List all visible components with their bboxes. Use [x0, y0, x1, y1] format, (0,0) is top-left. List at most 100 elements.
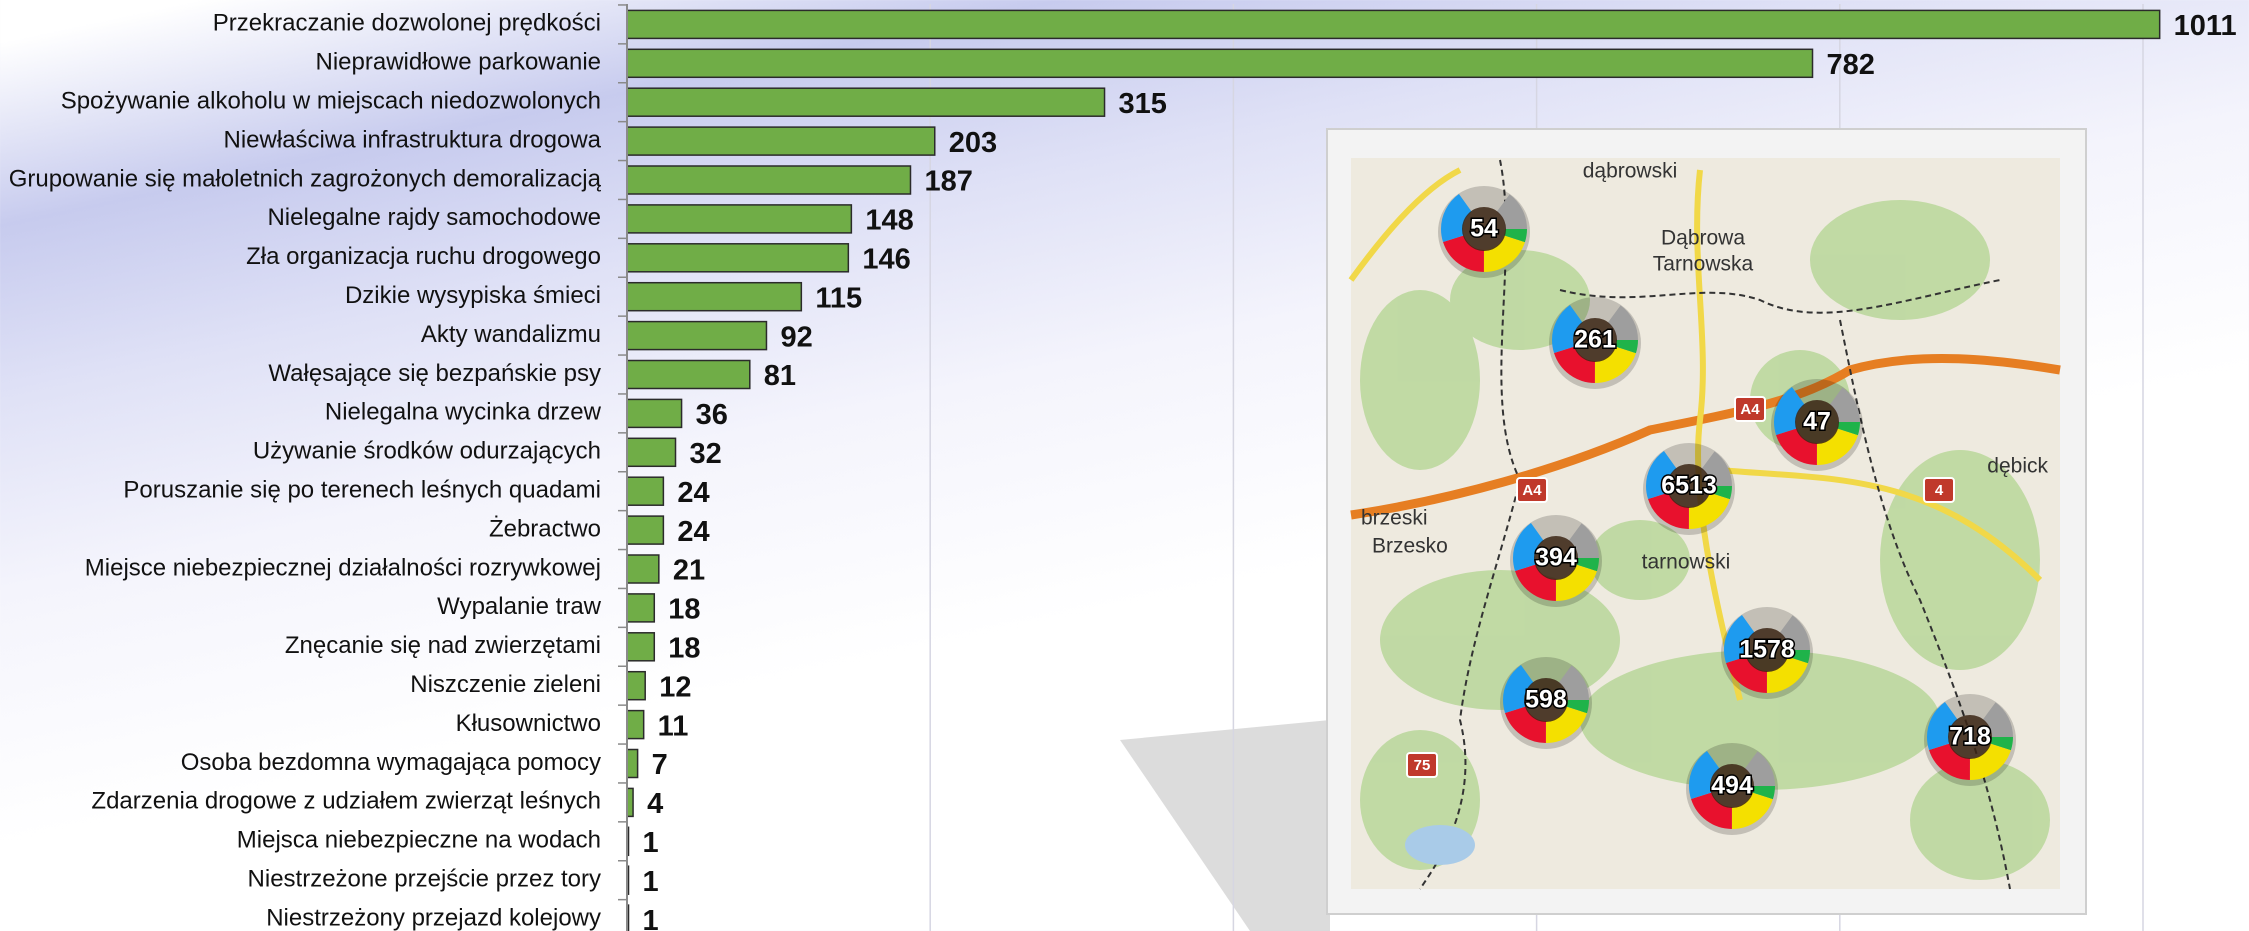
cluster-segment — [1774, 379, 1860, 465]
bar — [626, 281, 803, 312]
place-label: dębick — [1987, 455, 2048, 478]
y-tick-label: Miejsce niebezpiecznej działalności rozr… — [85, 554, 601, 581]
bar — [626, 593, 656, 623]
cluster-segment — [1513, 515, 1599, 601]
road-sign — [1406, 752, 1438, 778]
bar — [626, 126, 936, 156]
road-sign-label: 75 — [1414, 757, 1431, 774]
road — [1719, 467, 2043, 583]
bar — [626, 48, 1814, 79]
value-label: 1 — [643, 827, 659, 859]
value-label: 24 — [677, 477, 709, 509]
value-label: 148 — [865, 205, 913, 237]
cluster-segment — [1503, 657, 1589, 743]
cluster-segment — [1689, 743, 1775, 829]
road-sign-label: A4 — [1740, 401, 1760, 418]
cluster-segment — [1513, 515, 1599, 601]
cluster-segment — [1503, 657, 1589, 743]
value-label: 32 — [690, 438, 722, 470]
place-label: dąbrowski — [1583, 160, 1678, 183]
bar — [626, 554, 660, 584]
cluster-segment — [1724, 607, 1810, 693]
cluster-segment — [1441, 186, 1527, 272]
y-tick-label: Niszczenie zieleni — [410, 671, 601, 698]
shadow — [1120, 720, 1330, 931]
place-label: Brzesko — [1372, 535, 1448, 558]
cluster-segment — [1689, 743, 1775, 829]
value-label: 1011 — [2174, 10, 2237, 42]
y-tick-label: Przekraczanie dozwolonej prędkości — [213, 10, 601, 37]
y-tick-label: Akty wandalizmu — [421, 321, 601, 348]
value-label: 92 — [780, 321, 812, 353]
bar — [626, 9, 2161, 40]
road-sign — [1734, 396, 1766, 422]
y-tick-label: Spożywanie alkoholu w miejscach niedozwo… — [61, 88, 601, 115]
value-label: 11 — [658, 710, 689, 742]
cluster-segment — [1724, 607, 1810, 693]
cluster-segment — [1552, 297, 1638, 383]
value-label: 21 — [673, 555, 705, 587]
y-tick-label: Zdarzenia drogowe z udziałem zwierząt le… — [91, 788, 601, 815]
road-sign — [1923, 477, 1955, 503]
cluster-segment — [1646, 443, 1732, 529]
lake — [1405, 825, 1475, 865]
cluster-segment — [1441, 186, 1527, 272]
y-tick-label: Osoba bezdomna wymagająca pomocy — [181, 749, 601, 776]
cluster-core — [1534, 536, 1578, 580]
y-tick-label: Zła organizacja ruchu drogowego — [246, 243, 601, 270]
cluster-label: 54 — [1470, 215, 1498, 243]
cluster-label: 394 — [1535, 544, 1577, 572]
y-tick-label: Niestrzeżone przejście przez tory — [248, 866, 601, 893]
y-tick-label: Nielegalna wycinka drzew — [325, 399, 602, 426]
value-label: 12 — [659, 671, 691, 703]
value-label: 203 — [949, 127, 997, 159]
border — [1419, 159, 2011, 890]
cluster-core — [1710, 764, 1754, 808]
cluster-core — [1795, 400, 1839, 444]
bar — [626, 709, 645, 740]
y-tick-label: Grupowanie się małoletnich zagrożonych d… — [9, 165, 602, 192]
cluster-segment — [1927, 694, 2013, 780]
cluster-core — [1462, 207, 1506, 251]
bar — [626, 359, 751, 390]
y-tick-label: Kłusownictwo — [456, 710, 601, 737]
bar — [626, 632, 656, 662]
road-sign-label: A4 — [1522, 482, 1542, 499]
cluster-segment — [1552, 297, 1638, 383]
value-label: 315 — [1119, 88, 1167, 120]
value-label: 146 — [862, 243, 910, 275]
place-label: Tarnowska — [1653, 253, 1754, 276]
cluster-segment — [1927, 694, 2013, 780]
y-tick-label: Nielegalne rajdy samochodowe — [267, 204, 601, 231]
place-label: tarnowski — [1642, 551, 1731, 574]
value-label: 115 — [815, 282, 862, 314]
place-label: brzeski — [1361, 507, 1428, 530]
y-tick-label: Niestrzeżony przejazd kolejowy — [266, 904, 601, 931]
cluster-segment — [1774, 379, 1860, 465]
bar — [626, 165, 912, 195]
bar — [626, 320, 768, 351]
cluster-core — [1948, 715, 1992, 759]
bar — [626, 204, 853, 234]
y-tick-label: Żebractwo — [489, 515, 601, 542]
y-tick-label: Miejsca niebezpieczne na wodach — [237, 827, 601, 854]
cluster-core — [1524, 678, 1568, 722]
cluster-segment — [1503, 657, 1589, 743]
cluster-label: 718 — [1949, 723, 1991, 751]
bar — [626, 437, 677, 468]
y-tick-label: Znęcanie się nad zwierzętami — [285, 632, 601, 659]
bar — [626, 515, 665, 545]
bar — [626, 670, 646, 701]
road — [1694, 169, 1743, 701]
value-label: 1 — [643, 866, 659, 898]
road-sign — [1516, 477, 1548, 503]
cluster-segment — [1646, 443, 1732, 529]
y-tick-label: Wałęsające się bezpańskie psy — [268, 360, 601, 387]
value-label: 4 — [647, 788, 663, 820]
cluster-segment — [1552, 297, 1638, 383]
y-tick-label: Poruszanie się po terenech leśnych quada… — [123, 477, 601, 504]
cluster-segment — [1927, 694, 2013, 780]
bar — [626, 476, 665, 506]
